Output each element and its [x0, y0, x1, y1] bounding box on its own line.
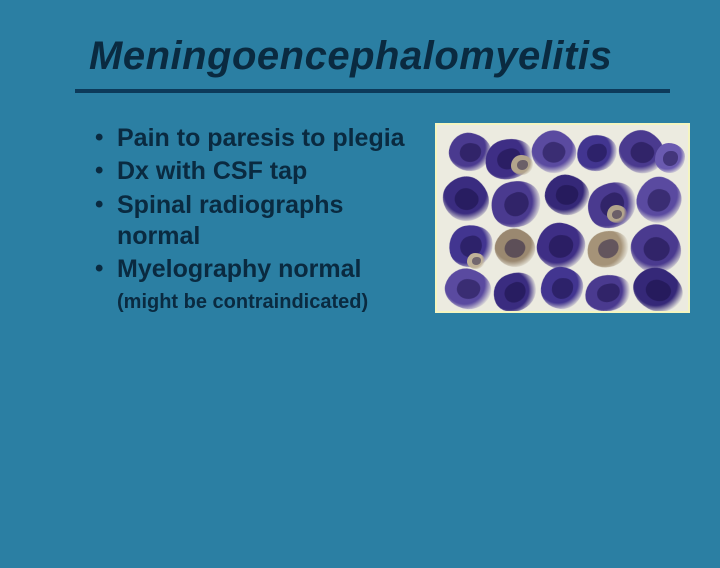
bullet-item: Pain to paresis to plegia [95, 123, 415, 154]
bullet-subtext: (might be contraindicated) [117, 291, 368, 313]
cytology-cell [487, 265, 543, 313]
bullet-text: Dx with CSF tap [117, 157, 307, 185]
cytology-cell [534, 220, 588, 272]
slide-title: Meningoencephalomyelitis [89, 34, 656, 79]
cytology-cell [631, 171, 687, 228]
cytology-cell [525, 124, 583, 181]
cytology-cell [539, 265, 585, 311]
bullet-list: Pain to paresis to plegia Dx with CSF ta… [95, 123, 415, 319]
cytology-cell [511, 155, 533, 175]
cytology-cell [485, 174, 548, 234]
bullet-item: Spinal radiographs normal [95, 190, 415, 253]
cytology-figure [435, 123, 690, 313]
cytology-cell [435, 167, 498, 230]
bullet-text: Spinal radiographs normal [117, 191, 343, 250]
cytology-cell [575, 132, 620, 173]
cytology-cell [582, 271, 634, 313]
bullet-item: Dx with CSF tap [95, 156, 415, 187]
content-row: Pain to paresis to plegia Dx with CSF ta… [0, 123, 720, 319]
cytology-cell [541, 171, 592, 219]
cytology-cell [626, 260, 690, 313]
bullet-text: Pain to paresis to plegia [117, 124, 405, 152]
bullet-item: Myelography normal (might be contraindic… [95, 254, 415, 317]
cytology-cell [655, 143, 685, 173]
cytology-cell [489, 223, 540, 273]
slide: Meningoencephalomyelitis Pain to paresis… [0, 28, 720, 568]
title-container: Meningoencephalomyelitis [75, 28, 670, 93]
bullet-text: Myelography normal [117, 255, 362, 283]
cytology-cell [441, 264, 496, 313]
cytology-cell [582, 225, 633, 272]
cytology-cell [467, 253, 485, 269]
